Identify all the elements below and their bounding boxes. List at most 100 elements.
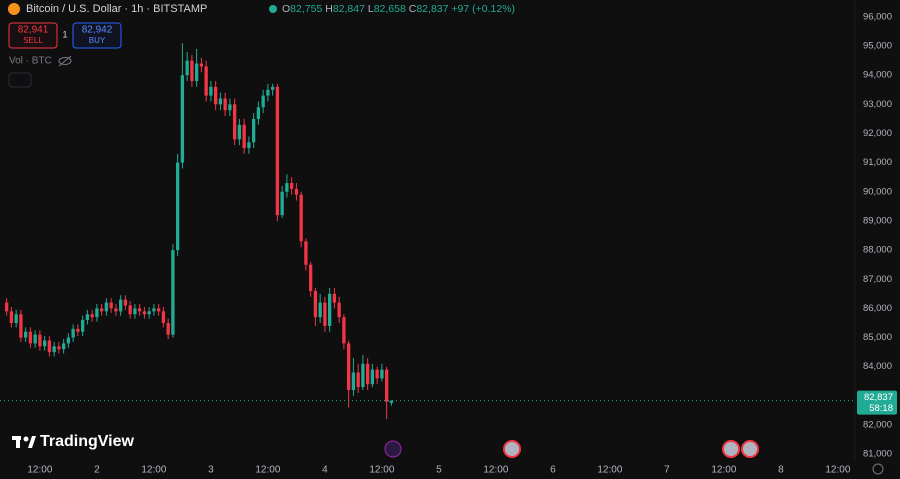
ohlc-change: +97 (+0.12%) <box>451 3 515 15</box>
candle-body <box>180 75 185 163</box>
candle-body <box>294 188 299 195</box>
x-tick-label: 12:00 <box>711 465 736 476</box>
y-tick-label: 93,000 <box>863 99 892 110</box>
visibility-icon[interactable] <box>58 55 72 67</box>
candle-body <box>109 302 113 309</box>
candle-body <box>14 314 18 323</box>
sell-button[interactable]: 82,941 SELL <box>8 22 58 49</box>
candle-body <box>42 340 47 347</box>
candle-body <box>228 104 232 111</box>
coin-icon <box>8 3 20 15</box>
x-tick-label: 6 <box>550 465 556 476</box>
candle-body <box>346 343 351 391</box>
buy-box[interactable] <box>72 22 122 49</box>
event-icon[interactable] <box>384 440 402 458</box>
candle-body <box>118 299 123 312</box>
candle-body <box>142 311 147 315</box>
event-icon[interactable] <box>741 440 759 458</box>
candle-body <box>327 293 332 326</box>
logo-slash <box>28 436 36 448</box>
candle-body <box>66 337 71 344</box>
y-tick-label: 85,000 <box>863 332 892 343</box>
candle-body <box>247 142 251 149</box>
candle-body <box>237 124 242 140</box>
sell-price[interactable]: 82,941 <box>18 25 49 36</box>
ohlc-key: C <box>409 3 417 15</box>
x-tick-label: 12:00 <box>825 465 850 476</box>
candle-body <box>332 293 337 303</box>
candle-body <box>47 340 52 353</box>
ohlc-value: 82,658 <box>374 3 406 15</box>
candle-body <box>375 369 379 379</box>
y-tick-label: 96,000 <box>863 11 892 22</box>
buy-label[interactable]: BUY <box>89 36 106 45</box>
market-status <box>269 5 277 13</box>
candle-body <box>33 334 37 344</box>
candle-body <box>199 63 204 67</box>
candle-body <box>137 308 142 312</box>
y-tick-label: 81,000 <box>863 449 892 460</box>
price-tag-countdown: 58:18 <box>869 403 893 414</box>
x-tick-label: 2 <box>94 465 100 476</box>
candle-body <box>313 290 318 318</box>
candle-body <box>342 317 346 344</box>
y-tick-label: 94,000 <box>863 70 892 81</box>
candle-body <box>185 60 189 76</box>
y-tick-label: 86,000 <box>863 303 892 314</box>
candle-body <box>152 308 156 312</box>
candle-body <box>256 107 261 119</box>
candle-body <box>351 372 356 391</box>
candle-body <box>80 320 85 332</box>
candle-body <box>308 264 313 291</box>
sell-box[interactable] <box>8 22 58 49</box>
candle-body <box>71 328 75 338</box>
candle-body <box>242 124 246 149</box>
settings-icon[interactable] <box>872 463 884 475</box>
candle-body <box>28 331 33 344</box>
candle-body <box>104 302 109 312</box>
candle-body <box>318 302 322 318</box>
event-icons[interactable] <box>384 440 759 458</box>
candle-body <box>128 305 132 315</box>
buy-button[interactable]: 82,942 BUY <box>72 22 122 49</box>
collapse-button[interactable] <box>8 72 32 88</box>
candle-body <box>61 343 66 350</box>
candle-body <box>285 183 289 192</box>
plot <box>0 43 855 420</box>
candle-body <box>133 308 137 315</box>
candle-body <box>251 118 256 143</box>
chart-title: Bitcoin / U.S. Dollar · 1h · BITSTAMP <box>26 3 207 15</box>
buy-price[interactable]: 82,942 <box>82 25 113 36</box>
y-tick-label: 91,000 <box>863 157 892 168</box>
event-icon[interactable] <box>503 440 521 458</box>
candle-body <box>232 104 237 140</box>
ohlc-value: 82,847 <box>333 3 365 15</box>
logo-dot <box>23 436 29 442</box>
y-tick-label: 84,000 <box>863 361 892 372</box>
price-tag-value: 82,837 <box>864 392 893 403</box>
eye-slash[interactable] <box>58 55 72 67</box>
candle-body <box>156 308 161 312</box>
candle-body <box>85 314 90 321</box>
candle-body <box>266 89 270 96</box>
candle-body <box>356 372 360 388</box>
x-tick-label: 12:00 <box>141 465 166 476</box>
candle-body <box>289 183 294 189</box>
x-tick-label: 12:00 <box>483 465 508 476</box>
x-tick-label: 12:00 <box>597 465 622 476</box>
candle-body <box>171 250 175 335</box>
x-tick-label: 8 <box>778 465 784 476</box>
event-icon[interactable] <box>722 440 740 458</box>
candle-body <box>99 308 104 312</box>
ohlc-key: O <box>282 3 290 15</box>
ohlc-key: H <box>325 3 333 15</box>
candle-body <box>270 86 275 90</box>
candle-body <box>337 302 341 318</box>
sell-label[interactable]: SELL <box>23 36 43 45</box>
candle-body <box>123 299 128 306</box>
x-tick-label: 3 <box>208 465 214 476</box>
candle-body <box>384 369 389 402</box>
y-tick-label: 89,000 <box>863 215 892 226</box>
eye[interactable] <box>58 57 72 65</box>
